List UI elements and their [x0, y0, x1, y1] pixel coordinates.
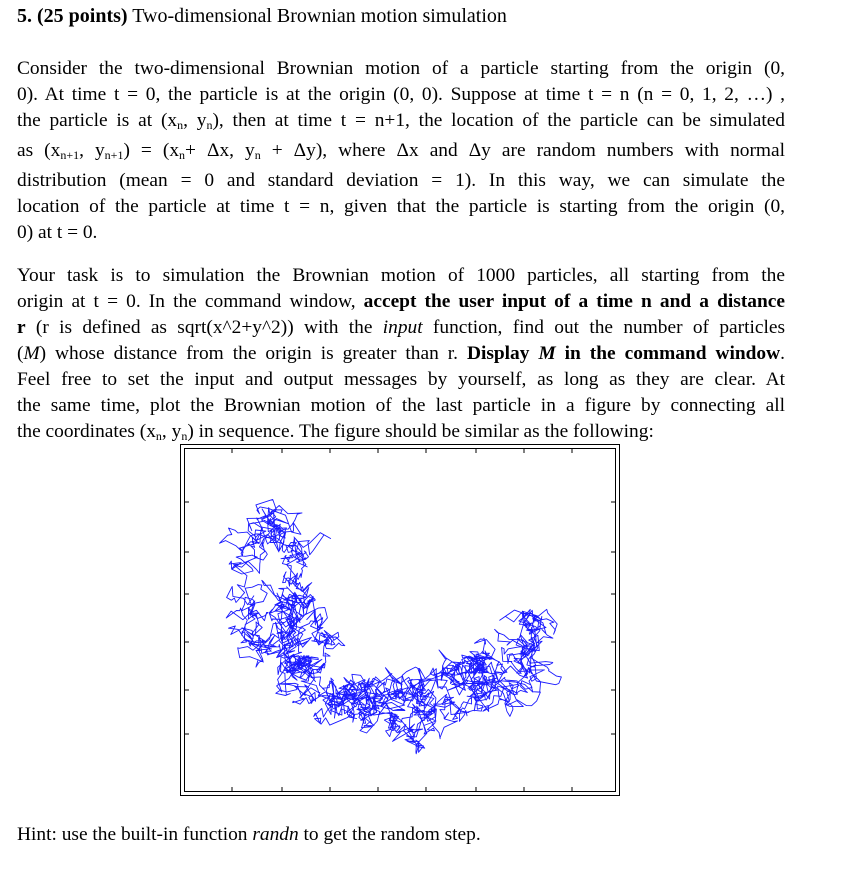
brownian-path-line: [219, 498, 562, 755]
description-paragraph: Consider the two-dimensional Brownian mo…: [17, 56, 785, 246]
brownian-motion-figure: [180, 444, 620, 796]
para1-line5: distribution (mean = 0 and standard devi…: [17, 170, 785, 191]
plot-axes-box: [184, 448, 616, 792]
para1-line6: location of the particle at time t = n, …: [17, 196, 785, 217]
para1-line4: as (xn+1, yn+1) = (xn+ Δx, yn + Δy), whe…: [17, 140, 786, 162]
task-paragraph: Your task is to simulation the Brownian …: [17, 263, 785, 449]
randn-function-name: randn: [252, 824, 299, 845]
para1-line2: 0). At time t = 0, the particle is at th…: [17, 84, 785, 105]
para2-line3: r (r is defined as sqrt(x^2+y^2)) with t…: [17, 317, 786, 338]
para2-line2: origin at t = 0. In the command window, …: [17, 291, 785, 312]
hint-text: Hint: use the built-in function randn to…: [17, 824, 481, 845]
problem-title: Two-dimensional Brownian motion simulati…: [132, 5, 507, 27]
para2-line7: the coordinates (xn, yn) in sequence. Th…: [17, 421, 654, 443]
problem-number: 5.: [17, 5, 32, 27]
para2-line1: Your task is to simulation the Brownian …: [17, 265, 785, 286]
para1-line1: Consider the two-dimensional Brownian mo…: [17, 58, 785, 79]
para2-line6: the same time, plot the Brownian motion …: [17, 395, 785, 416]
problem-heading: 5. (25 points) Two-dimensional Brownian …: [17, 3, 507, 29]
problem-points: (25 points): [37, 5, 128, 27]
para1-line7: 0) at t = 0.: [17, 222, 98, 243]
para1-line3: the particle is at (xn, yn), then at tim…: [17, 110, 786, 132]
para2-line5: Feel free to set the input and output me…: [17, 369, 785, 390]
para2-line4: (M) whose distance from the origin is gr…: [17, 343, 785, 364]
axis-ticks: [184, 448, 616, 792]
